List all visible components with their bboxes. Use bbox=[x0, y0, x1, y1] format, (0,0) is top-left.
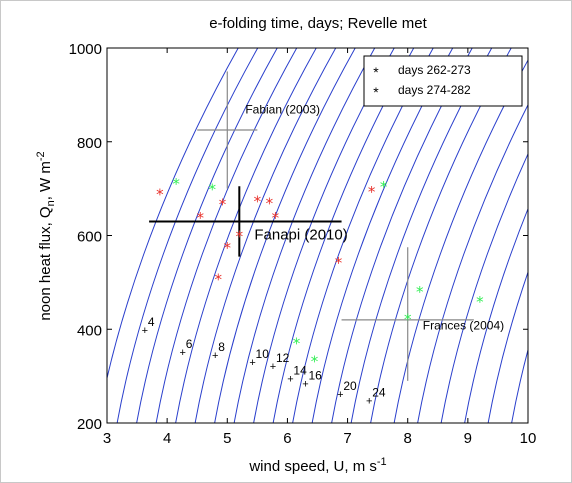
contour-line bbox=[233, 48, 376, 423]
contour-marker: + bbox=[287, 373, 293, 385]
y-axis-label: noon heat flux, Qn, W m-2 bbox=[35, 151, 57, 320]
contour-line bbox=[136, 48, 278, 423]
contour-line bbox=[464, 207, 528, 423]
cross-label-frances: Frances (2004) bbox=[423, 318, 504, 332]
data-point-series-0: * bbox=[236, 228, 244, 246]
contour-label: 24 bbox=[372, 386, 386, 400]
y-tick-label: 800 bbox=[77, 135, 102, 152]
legend-box bbox=[363, 55, 523, 107]
contour-line bbox=[107, 48, 239, 381]
data-point-series-0: * bbox=[272, 209, 280, 227]
data-point-series-1: * bbox=[311, 353, 319, 371]
data-point-series-0: * bbox=[266, 195, 274, 213]
y-axis-ticks: 200 400 600 800 1000 bbox=[69, 41, 528, 433]
y-axis-label-part1: noon heat flux, Q bbox=[37, 206, 54, 320]
contour-marker: + bbox=[270, 361, 276, 373]
x-tick-label: 10 bbox=[520, 430, 537, 447]
storm-cross-1 bbox=[149, 186, 342, 257]
contour-marker: + bbox=[337, 389, 343, 401]
contour-label: 20 bbox=[343, 379, 357, 393]
contour-line bbox=[116, 48, 259, 423]
data-point-series-1: * bbox=[404, 310, 412, 328]
contour-line bbox=[155, 48, 298, 423]
cross-label-fabian: Fabian (2003) bbox=[245, 103, 320, 117]
y-axis-label-sub: n bbox=[45, 200, 57, 206]
storm-cross-0 bbox=[197, 71, 258, 189]
contour-marker: + bbox=[249, 357, 255, 369]
data-point-series-1: * bbox=[380, 178, 388, 196]
data-point-series-0: * bbox=[224, 239, 232, 257]
contour-label: 12 bbox=[276, 351, 290, 365]
data-point-series-0: * bbox=[196, 209, 204, 227]
y-tick-label: 400 bbox=[77, 322, 102, 339]
storm-cross-2 bbox=[341, 247, 474, 381]
contour-label: 14 bbox=[293, 363, 307, 377]
contour-line bbox=[194, 48, 337, 423]
contour-marker: + bbox=[142, 325, 148, 337]
data-point-series-0: * bbox=[368, 183, 376, 201]
data-points: ******* ***** ******* bbox=[156, 175, 484, 371]
contour-marker: + bbox=[302, 379, 308, 391]
data-point-series-0: * bbox=[215, 271, 223, 289]
y-tick-label: 600 bbox=[77, 229, 102, 246]
data-point-series-1: * bbox=[476, 293, 484, 311]
contour-label: 8 bbox=[218, 340, 225, 354]
contour-marker: + bbox=[212, 350, 218, 362]
x-tick-label: 4 bbox=[163, 430, 171, 447]
contour-line bbox=[487, 270, 528, 423]
data-point-series-1: * bbox=[172, 175, 180, 193]
x-axis-label-sup: -1 bbox=[377, 456, 387, 468]
y-axis-label-sup: -2 bbox=[35, 151, 47, 161]
contour-line bbox=[533, 36, 572, 438]
contour-line bbox=[511, 348, 528, 423]
x-axis-label: wind speed, U, m s-1 bbox=[248, 456, 386, 475]
cross-label-fanapi: Fanapi (2010) bbox=[254, 227, 347, 244]
contour-label: 16 bbox=[308, 369, 322, 383]
x-tick-label: 3 bbox=[103, 430, 111, 447]
contour-label: 4 bbox=[148, 315, 155, 329]
contour-line bbox=[417, 103, 528, 423]
data-point-series-0: * bbox=[335, 254, 343, 272]
x-tick-label: 8 bbox=[404, 430, 412, 447]
legend-marker-1: * bbox=[373, 84, 379, 100]
chart-title: e-folding time, days; Revelle met bbox=[209, 15, 427, 32]
legend: * days 262-273 * days 274-282 bbox=[363, 55, 523, 107]
contour-labels: +4+6+8+10+12+14+16+20+24 bbox=[142, 315, 386, 407]
data-point-series-0: * bbox=[219, 196, 227, 214]
y-tick-label: 200 bbox=[77, 416, 102, 433]
contour-line bbox=[214, 48, 356, 423]
y-axis-label-part2: , W m bbox=[37, 161, 54, 200]
contour-line bbox=[175, 48, 317, 423]
x-tick-label: 6 bbox=[283, 430, 291, 447]
contour-label: 6 bbox=[186, 337, 193, 351]
contour-label: 10 bbox=[256, 347, 270, 361]
contour-marker: + bbox=[366, 396, 372, 408]
legend-label-1: days 274-282 bbox=[398, 83, 471, 97]
storm-crosses: Fabian (2003) Fanapi (2010) Frances (2004) bbox=[149, 71, 504, 381]
data-point-series-0: * bbox=[254, 192, 262, 210]
y-tick-label: 1000 bbox=[69, 41, 102, 58]
x-axis-label-main: wind speed, U, m s bbox=[248, 458, 377, 475]
data-point-series-0: * bbox=[156, 185, 164, 203]
contour-marker: + bbox=[180, 347, 186, 359]
legend-marker-0: * bbox=[373, 64, 379, 80]
data-point-series-1: * bbox=[293, 334, 301, 352]
x-tick-label: 7 bbox=[343, 430, 351, 447]
x-tick-label: 9 bbox=[464, 430, 472, 447]
plot-area bbox=[107, 48, 528, 423]
contour-line bbox=[556, 36, 572, 438]
x-tick-label: 5 bbox=[223, 430, 231, 447]
data-point-series-1: * bbox=[209, 181, 217, 199]
contour-line bbox=[440, 152, 528, 423]
data-point-series-1: * bbox=[416, 283, 424, 301]
legend-label-0: days 262-273 bbox=[398, 63, 471, 77]
x-axis-ticks: 3 4 5 6 7 8 9 10 bbox=[103, 48, 537, 447]
